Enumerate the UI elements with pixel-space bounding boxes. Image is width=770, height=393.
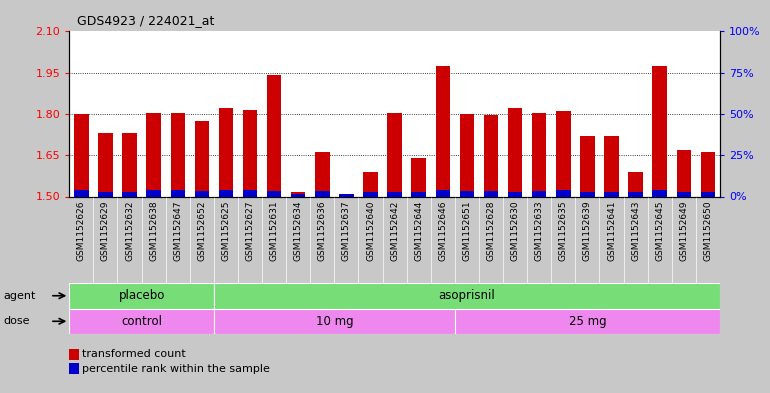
Text: GSM1152649: GSM1152649 <box>679 201 688 261</box>
Bar <box>580 136 594 196</box>
Text: GSM1152651: GSM1152651 <box>463 201 471 261</box>
Text: GSM1152635: GSM1152635 <box>559 201 567 261</box>
Text: GSM1152647: GSM1152647 <box>173 201 182 261</box>
Text: GSM1152637: GSM1152637 <box>342 201 351 261</box>
Bar <box>701 192 715 196</box>
Bar <box>340 194 353 196</box>
Text: agent: agent <box>4 291 36 301</box>
Text: GSM1152636: GSM1152636 <box>318 201 326 261</box>
Bar <box>387 113 402 196</box>
Text: GSM1152629: GSM1152629 <box>101 201 110 261</box>
Bar <box>195 121 209 196</box>
Bar <box>267 191 281 196</box>
Bar <box>219 191 233 196</box>
Text: GSM1152626: GSM1152626 <box>77 201 85 261</box>
Bar <box>532 113 547 196</box>
Bar <box>363 191 378 196</box>
Bar <box>243 110 257 196</box>
Text: GSM1152638: GSM1152638 <box>149 201 158 261</box>
Bar <box>122 133 137 196</box>
Bar <box>99 191 112 196</box>
Bar <box>411 192 426 196</box>
Bar <box>701 152 715 196</box>
Bar <box>556 111 571 196</box>
Bar <box>484 191 498 196</box>
Text: GSM1152639: GSM1152639 <box>583 201 592 261</box>
Text: GDS4923 / 224021_at: GDS4923 / 224021_at <box>77 15 214 28</box>
Bar <box>315 191 330 196</box>
Bar <box>628 172 643 196</box>
Text: asoprisnil: asoprisnil <box>439 289 495 302</box>
Bar <box>214 283 720 309</box>
Text: GSM1152650: GSM1152650 <box>704 201 712 261</box>
Text: GSM1152631: GSM1152631 <box>270 201 279 261</box>
Bar <box>677 192 691 196</box>
Bar <box>604 191 619 196</box>
Text: GSM1152634: GSM1152634 <box>293 201 303 261</box>
Bar <box>74 191 89 196</box>
Bar <box>99 133 112 196</box>
Text: GSM1152652: GSM1152652 <box>197 201 206 261</box>
Text: placebo: placebo <box>119 289 165 302</box>
Text: transformed count: transformed count <box>82 349 186 359</box>
Text: 10 mg: 10 mg <box>316 315 353 328</box>
Bar <box>628 192 643 196</box>
Text: percentile rank within the sample: percentile rank within the sample <box>82 364 270 374</box>
Bar <box>436 191 450 196</box>
Text: dose: dose <box>4 316 30 326</box>
Bar <box>532 191 547 196</box>
Text: GSM1152632: GSM1152632 <box>125 201 134 261</box>
Text: GSM1152628: GSM1152628 <box>487 201 496 261</box>
Bar <box>340 194 353 196</box>
Bar <box>291 194 306 196</box>
Bar <box>69 309 214 334</box>
Bar <box>652 191 667 196</box>
Bar <box>455 309 720 334</box>
Text: GSM1152633: GSM1152633 <box>534 201 544 261</box>
Text: GSM1152641: GSM1152641 <box>607 201 616 261</box>
Bar <box>170 191 185 196</box>
Bar <box>556 191 571 196</box>
Text: GSM1152640: GSM1152640 <box>366 201 375 261</box>
Bar <box>363 172 378 196</box>
Bar <box>146 191 161 196</box>
Text: GSM1152644: GSM1152644 <box>414 201 424 261</box>
Bar <box>122 191 137 196</box>
Bar <box>580 191 594 196</box>
Bar <box>291 193 306 196</box>
Text: GSM1152642: GSM1152642 <box>390 201 399 261</box>
Bar <box>267 75 281 196</box>
Bar <box>315 152 330 196</box>
Bar <box>170 113 185 196</box>
Bar <box>652 66 667 196</box>
Text: GSM1152643: GSM1152643 <box>631 201 640 261</box>
Bar <box>195 191 209 196</box>
Bar <box>436 66 450 196</box>
Bar <box>243 191 257 196</box>
Bar <box>460 114 474 196</box>
Text: GSM1152645: GSM1152645 <box>655 201 665 261</box>
Bar <box>387 191 402 196</box>
Bar <box>460 191 474 196</box>
Bar <box>508 191 522 196</box>
Text: control: control <box>121 315 162 328</box>
Bar <box>411 158 426 196</box>
Bar <box>677 150 691 196</box>
Text: 25 mg: 25 mg <box>568 315 606 328</box>
Bar <box>69 283 214 309</box>
Text: GSM1152630: GSM1152630 <box>511 201 520 261</box>
Bar <box>219 108 233 196</box>
Bar <box>484 116 498 196</box>
Bar <box>508 108 522 196</box>
Bar <box>604 136 619 196</box>
Text: GSM1152625: GSM1152625 <box>222 201 230 261</box>
Text: GSM1152646: GSM1152646 <box>438 201 447 261</box>
Text: GSM1152627: GSM1152627 <box>246 201 255 261</box>
Bar <box>214 309 455 334</box>
Bar <box>74 114 89 196</box>
Bar <box>146 113 161 196</box>
